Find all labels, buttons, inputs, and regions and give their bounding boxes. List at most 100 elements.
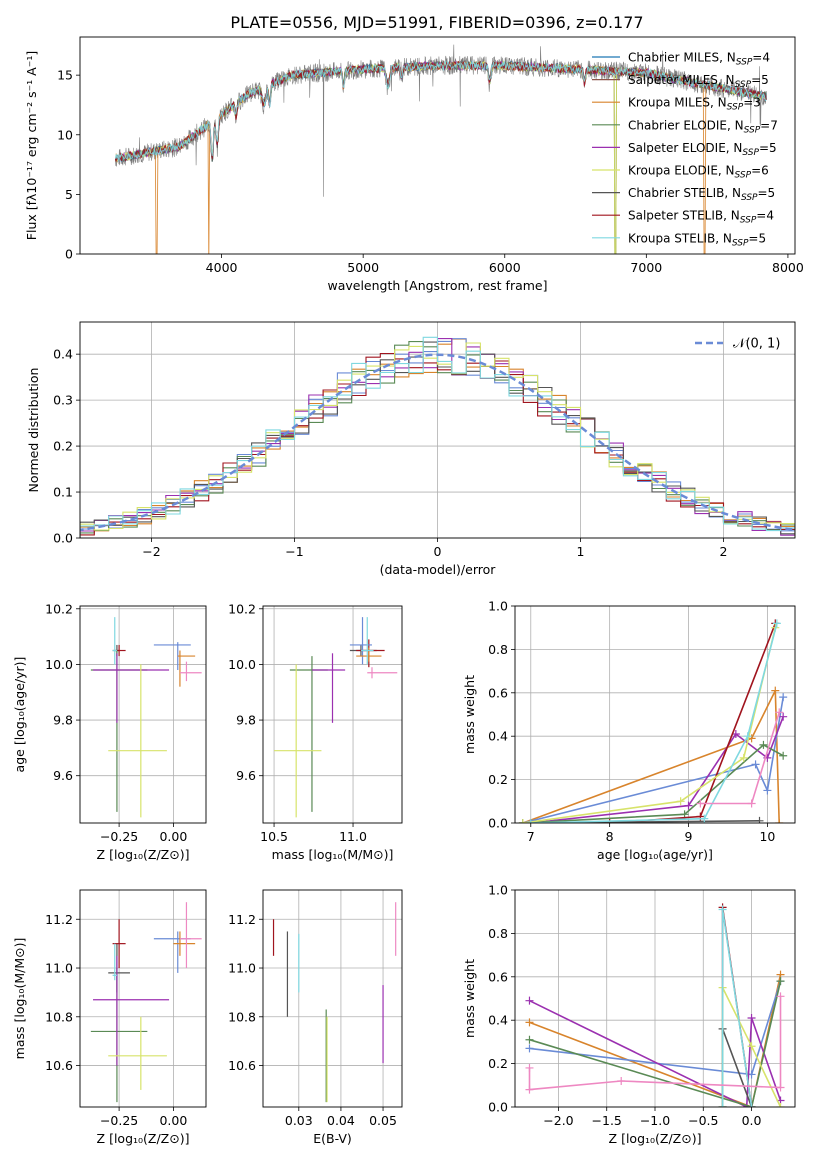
legend-subscript: SSP: [735, 171, 752, 181]
legend-entry: Chabrier ELODIE, NSSP=7: [628, 118, 778, 135]
weight-marker: [525, 1035, 534, 1044]
y-tick-label: 0.2: [488, 1056, 508, 1071]
legend-subscript: SSP: [742, 148, 759, 158]
data-point: [274, 664, 322, 818]
legend-text: Salpeter ELODIE, N: [628, 141, 742, 155]
y-tick-label: 15: [57, 68, 73, 83]
weight-marker: [526, 819, 535, 823]
data-point: [153, 931, 191, 973]
x-tick-label: 8000: [772, 260, 804, 275]
legend-text: =5: [751, 73, 769, 87]
y-tick-label: 0.4: [488, 1013, 508, 1028]
error-bars: [274, 617, 398, 818]
error-bars: [272, 902, 397, 1103]
residual-histogram: [80, 336, 795, 538]
legend-entry: 𝒩(0, 1): [733, 337, 780, 352]
x-tick-label: 0.05: [369, 1113, 397, 1128]
legend-text: =4: [752, 51, 770, 65]
gaussian-reference-curve: [80, 353, 795, 532]
weight-line: [522, 696, 784, 823]
weight-marker: [747, 1103, 756, 1107]
y-tick-label: 10.0: [228, 657, 256, 672]
weight-traces: [518, 619, 788, 823]
weight-line: [529, 999, 782, 1107]
weight-line: [529, 974, 782, 1107]
data-point: [93, 955, 170, 1066]
y-tick-label: 9.8: [236, 713, 256, 728]
x-axis-label: age [log₁₀(age/yr)]: [597, 847, 713, 862]
residual-histogram-panel: −2 −1 0 1 2 0.0 0.1 0.2 0.3 0.4 (data-model)/error…: [26, 321, 796, 577]
x-tick-label: −1: [285, 544, 303, 559]
plot-frame: [262, 605, 403, 824]
y-tick-label: 5: [65, 187, 73, 202]
x-tick-label: −1.0: [640, 1113, 670, 1128]
legend-entry: Kroupa ELODIE, NSSP=6: [628, 164, 769, 181]
y-tick-label: 0: [65, 247, 73, 262]
y-tick-label: 0.2: [53, 439, 73, 454]
data-point: [108, 664, 167, 818]
x-axis-label: E(B-V): [313, 1131, 352, 1146]
y-tick-label: 11.0: [45, 961, 73, 976]
y-tick-label: 0.8: [488, 926, 508, 941]
weight-marker: [684, 801, 693, 810]
spectrum-panel: 4000 5000 6000 7000 8000 0 5 10 15 wavelength [An…: [24, 36, 804, 293]
y-tick-label: 0.4: [488, 729, 508, 744]
data-point: [367, 667, 398, 679]
weight-marker: [776, 992, 785, 1001]
weight-marker: [718, 1103, 727, 1107]
error-bars: [90, 902, 202, 1103]
legend-subscript: SSP: [735, 80, 752, 90]
y-tick-label: 1.0: [488, 599, 508, 614]
figure-title: PLATE=0556, MJD=51991, FIBERID=0396, z=0…: [230, 13, 643, 32]
weight-marker: [743, 732, 752, 741]
weight-marker: [742, 1103, 751, 1107]
legend-text: Chabrier STELIB, N: [628, 186, 741, 200]
y-tick-label: 0.4: [53, 347, 73, 362]
x-axis-label: Z [log₁₀(Z/Z⊙)]: [97, 847, 190, 862]
y-tick-label: 10.2: [45, 601, 73, 616]
legend-entry: Kroupa STELIB, NSSP=5: [628, 231, 766, 248]
weight-marker: [776, 977, 785, 986]
x-axis-label: wavelength [Angstrom, rest frame]: [327, 278, 547, 293]
weight-marker: [525, 996, 534, 1005]
legend-text: =4: [756, 209, 774, 223]
weight-marker: [751, 760, 760, 769]
weight-marker: [696, 799, 705, 808]
x-tick-label: 2: [720, 544, 728, 559]
x-tick-label: −1.5: [592, 1113, 622, 1128]
y-axis-label: mass [log₁₀(M/M⊙)]: [12, 938, 27, 1060]
data-point: [289, 656, 328, 812]
legend-text: Salpeter MILES, N: [628, 73, 735, 87]
weight-marker: [518, 819, 527, 823]
weight-marker: [525, 1085, 534, 1094]
data-point: [93, 653, 170, 723]
weight-marker: [771, 686, 780, 695]
plot-frame: [262, 889, 403, 1108]
weight-line: [530, 623, 778, 823]
y-tick-label: 11.0: [228, 961, 256, 976]
y-tick-label: 0.8: [488, 642, 508, 657]
legend-text: =6: [751, 164, 769, 178]
data-point: [179, 661, 202, 682]
data-point: [360, 617, 374, 665]
weight-marker: [759, 740, 768, 749]
y-tick-label: 0.6: [488, 969, 508, 984]
y-tick-label: 0.3: [53, 393, 73, 408]
y-tick-label: 10.6: [45, 1058, 73, 1073]
weight-marker: [747, 1042, 756, 1051]
weight-line: [529, 980, 782, 1107]
legend-subscript: SSP: [736, 58, 753, 68]
x-tick-label: −0.25: [100, 829, 138, 844]
legend-entry: Chabrier STELIB, NSSP=5: [628, 186, 775, 203]
weight-marker: [763, 786, 772, 795]
y-tick-label: 0.1: [53, 485, 73, 500]
legend-subscript: SSP: [727, 103, 744, 113]
weight-marker: [676, 797, 685, 806]
y-tick-label: 11.2: [228, 912, 256, 927]
y-tick-label: 10: [57, 127, 73, 142]
weight-line: [721, 1028, 753, 1107]
data-point: [311, 653, 346, 723]
data-point: [112, 617, 117, 665]
